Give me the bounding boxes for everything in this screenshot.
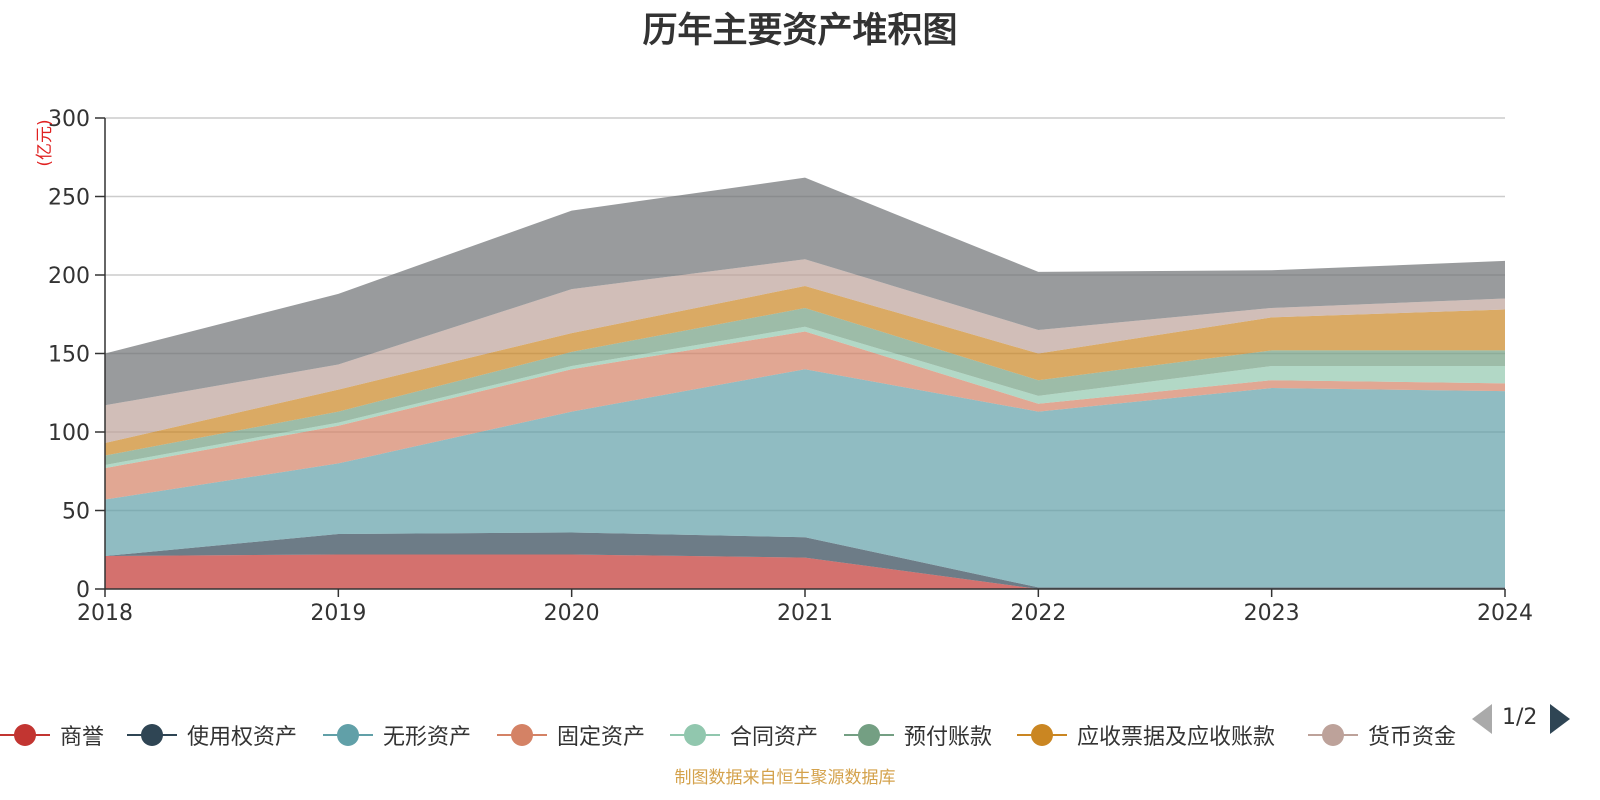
x-tick-label: 2020 [544,601,600,626]
legend-item[interactable]: 使用权资产 [127,718,297,752]
legend-marker-icon [127,718,177,752]
legend-item[interactable]: 无形资产 [323,718,471,752]
y-tick-label: 50 [62,500,90,525]
x-tick-label: 2021 [777,601,833,626]
area-series-3 [105,331,1505,500]
area-series-7 [105,259,1505,443]
legend-label: 固定资产 [557,725,646,750]
legend-label: 货币资金 [1368,725,1457,750]
legend-item[interactable]: 应收票据及应收账款 [1017,718,1275,752]
legend-label: 合同资产 [730,725,819,750]
legend-marker-icon [1017,718,1067,752]
y-tick-label: 150 [48,343,90,368]
y-axis-unit-label: (亿元) [35,119,55,166]
legend-marker-icon [323,718,373,752]
legend-marker-icon [670,718,720,752]
x-tick-label: 2019 [310,601,366,626]
legend-item[interactable]: 固定资产 [497,718,645,752]
legend-label: 使用权资产 [187,725,298,750]
y-tick-label: 100 [48,421,90,446]
legend-page-indicator: 1/2 [1502,705,1538,730]
area-series-2 [105,369,1505,588]
area-series-1 [105,532,1505,589]
legend-marker-icon [0,718,50,752]
legend-item[interactable]: 货币资金 [1308,718,1456,752]
source-note: 制图数据来自恒生聚源数据库 [674,768,896,788]
area-series-8 [105,177,1505,406]
area-series [105,177,1505,589]
chart-title: 历年主要资产堆积图 [642,11,958,51]
legend: 商誉 使用权资产 无形资产 固定资产 合同资产 预付账款 应收票据及应收账款 货币资金 [0,718,1480,752]
legend-item[interactable]: 合同资产 [670,718,818,752]
legend-marker-icon [497,718,547,752]
legend-marker-icon [844,718,894,752]
y-tick-label: 250 [48,186,90,211]
x-tick-label: 2018 [77,601,133,626]
legend-item[interactable]: 预付账款 [844,718,992,752]
x-tick-label: 2024 [1477,601,1533,626]
legend-marker-icon [1308,718,1358,752]
next-page-icon[interactable] [1550,704,1570,734]
legend-label: 无形资产 [383,725,472,750]
y-tick-label: 300 [48,107,90,132]
x-tick-label: 2022 [1010,601,1066,626]
legend-label: 商誉 [60,725,105,750]
y-tick-label: 200 [48,264,90,289]
area-series-0 [105,554,1505,589]
x-tick-label: 2023 [1244,601,1300,626]
legend-pager: 1/2 [1472,704,1600,738]
y-tick-label: 0 [76,578,90,603]
legend-item[interactable]: 商誉 [0,718,104,752]
previous-page-icon[interactable] [1472,704,1492,734]
legend-label: 预付账款 [904,725,993,750]
axes: 0 50 100 150 200 250 300 2018 2019 2020 2021 2022 20… [48,107,1533,626]
legend-label: 应收票据及应收账款 [1077,725,1276,750]
